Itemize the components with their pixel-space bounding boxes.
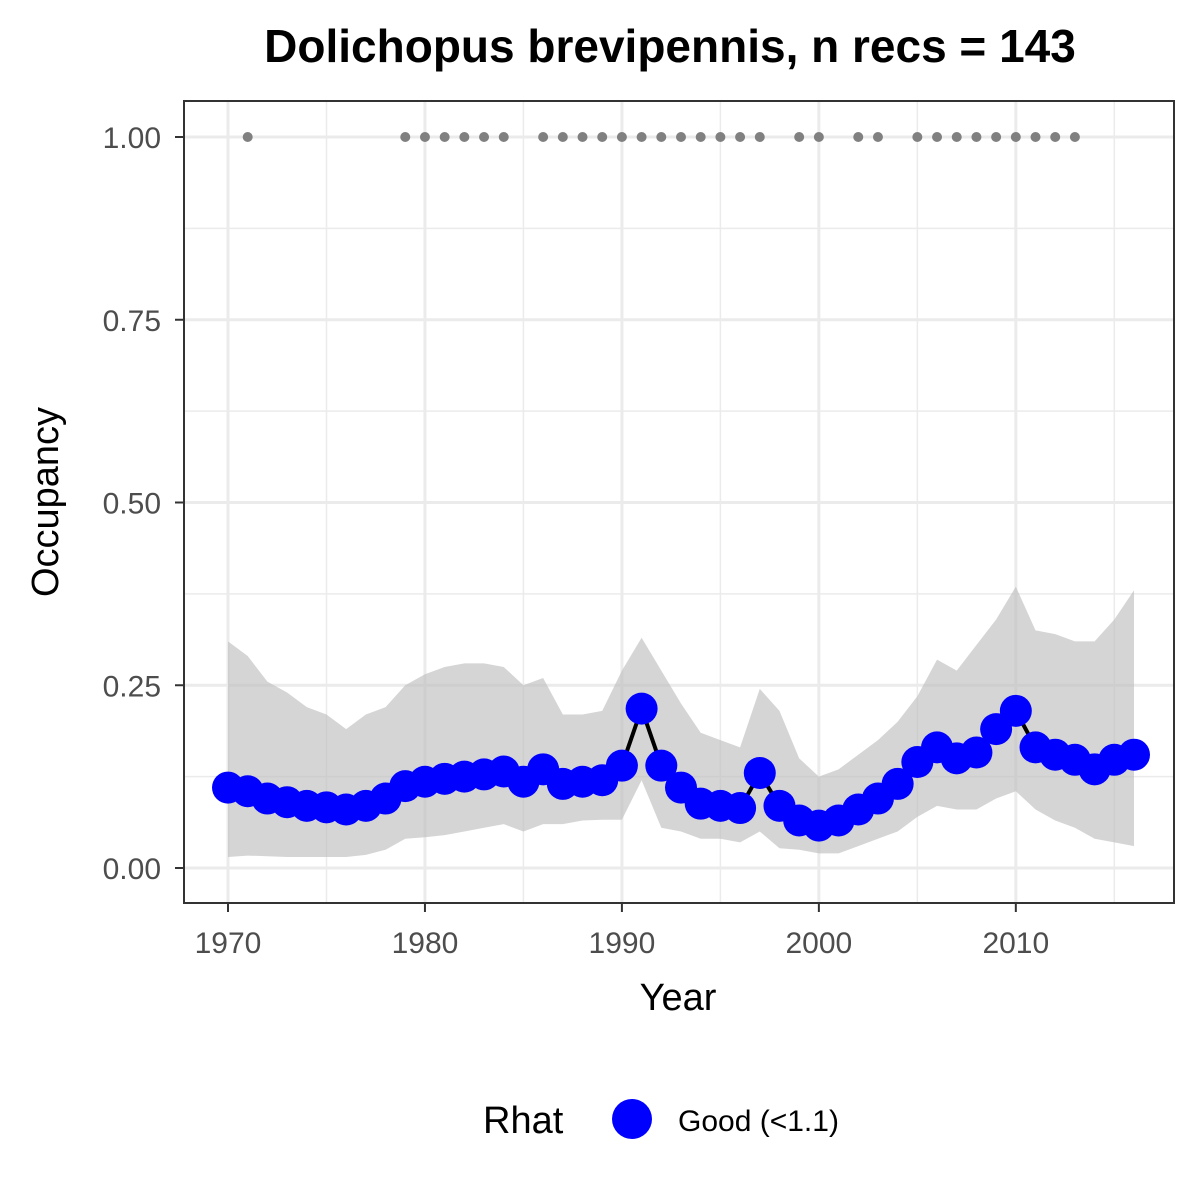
occupancy-point	[724, 792, 757, 825]
record-point	[971, 132, 982, 142]
legend-key-good	[612, 1099, 652, 1139]
x-axis-title: Year	[640, 977, 717, 1019]
record-point	[577, 132, 588, 142]
legend-title: Rhat	[483, 1100, 564, 1142]
record-point	[242, 132, 253, 142]
x-tick-label: 1980	[392, 927, 459, 960]
x-tick-label: 2010	[982, 927, 1049, 960]
axis-ticks: 1970 1980 1990 2000 2010 0.00 0.25 0.50 0.75 1.00	[103, 122, 1050, 960]
record-point	[794, 132, 805, 142]
occupancy-point	[743, 756, 776, 789]
record-point	[735, 132, 746, 142]
record-point	[616, 132, 627, 142]
record-point	[479, 132, 490, 142]
record-point	[872, 132, 883, 142]
record-point	[912, 132, 923, 142]
occupancy-point	[881, 767, 914, 800]
record-point	[813, 132, 824, 142]
record-point	[597, 132, 608, 142]
record-point	[853, 132, 864, 142]
y-tick-label: 0.00	[103, 853, 161, 886]
y-tick-label: 0.25	[103, 670, 161, 703]
occupancy-point	[999, 694, 1032, 727]
y-axis-title: Occupancy	[25, 407, 67, 597]
y-tick-label: 0.50	[103, 488, 161, 521]
record-point	[419, 132, 430, 142]
record-point	[754, 132, 765, 142]
occupancy-point	[1118, 738, 1150, 771]
record-point	[951, 132, 962, 142]
record-point	[1050, 132, 1061, 142]
record-point	[538, 132, 549, 142]
record-point	[991, 132, 1002, 142]
chart-title: Dolichopus brevipennis, n recs = 143	[264, 20, 1076, 72]
record-point	[439, 132, 450, 142]
record-points	[242, 132, 1080, 142]
record-point	[1069, 132, 1080, 142]
record-point	[676, 132, 686, 142]
occupancy-point	[625, 692, 658, 725]
record-point	[932, 132, 943, 142]
record-point	[1030, 132, 1041, 142]
y-tick-label: 0.75	[103, 305, 161, 338]
occupancy-points	[212, 692, 1150, 842]
record-point	[656, 132, 667, 142]
x-tick-label: 2000	[785, 927, 852, 960]
record-point	[459, 132, 470, 142]
occupancy-point	[605, 749, 638, 782]
x-tick-label: 1970	[195, 927, 262, 960]
x-tick-label: 1990	[589, 927, 656, 960]
record-point	[400, 132, 411, 142]
record-point	[498, 132, 509, 142]
record-point	[1010, 132, 1021, 142]
legend: Rhat Good (<1.1)	[483, 1099, 839, 1142]
y-tick-label: 1.00	[103, 122, 161, 155]
record-point	[557, 132, 568, 142]
record-point	[636, 132, 647, 142]
record-point	[695, 132, 706, 142]
occupancy-point	[960, 736, 993, 769]
record-point	[715, 132, 726, 142]
legend-label-good: Good (<1.1)	[678, 1105, 839, 1138]
occupancy-point	[645, 749, 678, 782]
